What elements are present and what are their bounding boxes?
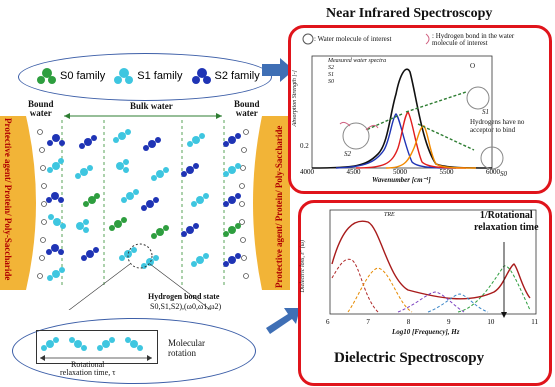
s1-molecule-icon [114, 68, 134, 84]
nir-legend-icons [302, 33, 430, 45]
nir-title: Near Infrared Spectroscopy [326, 6, 493, 21]
dielectric-x-ticks: 6 7 8 9 10 11 [326, 318, 538, 326]
dielectric-title: Dielectric Spectroscopy [334, 350, 485, 366]
dielectric-annotation: 1/Rotational relaxation time [474, 210, 539, 233]
nir-chart [311, 55, 504, 170]
nir-s2-label: S2 [344, 150, 351, 158]
nir-series-measured: Measured water spectra [328, 58, 387, 64]
rotation-ellipse [12, 318, 256, 384]
nir-note: Hydrogens have no acceptor to bind [470, 118, 525, 134]
s2-molecule-icon [191, 68, 211, 84]
nir-x-tick: 6000 [486, 168, 500, 176]
dielectric-x-tick: 11 [531, 318, 538, 326]
bulk-water-label: Bulk water [130, 101, 173, 111]
legend-s1-label: S1 family [137, 70, 183, 82]
nir-x-tick: 4000 [300, 168, 314, 176]
nir-y-tick: 0.2 [300, 142, 309, 150]
s0-molecule-icon [37, 68, 56, 84]
nir-x-tick: 5000 [393, 168, 407, 176]
legend-s2-label: S2 family [214, 70, 260, 82]
arrow-to-nir [262, 58, 294, 82]
legend-s0: S0 family [34, 66, 105, 86]
legend: S0 family S1 family S2 family [34, 66, 266, 86]
dielectric-x-tick: 6 [326, 318, 330, 326]
dielectric-y-axis-label: Dielectric loss, ε'' (ω) [300, 240, 306, 293]
nir-s1-label: S1 [482, 108, 489, 116]
nir-x-tick: 5500 [439, 168, 454, 176]
hbond-state-title: Hydrogen bond state [148, 292, 220, 301]
dielectric-x-tick: 8 [406, 318, 411, 326]
rotational-relaxation-label: Rotational relaxation time, τ [60, 360, 116, 377]
dielectric-total-label: TRE [384, 212, 395, 218]
nir-legend-hbond: : Hydrogen bond in the water molecule of… [432, 32, 515, 47]
hbond-state-formula: S0,S1,S2),(ω0,ω1,ω2) [150, 302, 222, 311]
nir-legend-water: : Water molecule of interest [314, 35, 392, 43]
nir-y-axis-label: Absorption Strength [-] [292, 70, 298, 127]
protective-label-right: Protective agent/ Protein/ Poly-Sacchari… [274, 125, 284, 288]
water-region [0, 113, 290, 310]
dielectric-panel [298, 200, 552, 386]
legend-s1: S1 family [111, 66, 183, 86]
rotating-molecules-icon [41, 337, 143, 351]
nir-x-ticks: 4000 4500 5000 5500 6000 [300, 168, 500, 176]
legend-s2: S2 family [189, 66, 260, 86]
nir-series-s0: S0 [328, 79, 334, 85]
nir-series-s1: S1 [328, 72, 334, 78]
protective-label-left: Protective agent/ Protein/ Poly-Sacchari… [3, 118, 13, 281]
dielectric-x-axis-label: Log10 [Frequency], Hz [392, 328, 460, 336]
nir-x-axis-label: Wavenumber [cm⁻¹] [372, 176, 431, 184]
molecular-rotation-label: Molecular rotation [168, 338, 205, 358]
arrow-to-dielectric [266, 308, 300, 334]
rotation-time-arrow [40, 355, 152, 361]
nir-s0-label: S0 [500, 170, 507, 178]
nir-atom-o-top: O [470, 62, 476, 70]
nir-series-s2: S2 [328, 65, 334, 71]
dielectric-x-tick: 7 [366, 318, 370, 326]
nir-x-tick: 4500 [346, 168, 361, 176]
legend-ellipse [18, 53, 272, 101]
dielectric-x-tick: 9 [447, 318, 451, 326]
dielectric-chart [329, 209, 537, 318]
bound-water-left-label: Bound water [28, 99, 54, 118]
nir-series-legend: Measured water spectra S2 S1 S0 [328, 58, 386, 86]
water-molecules [46, 129, 241, 281]
dielectric-x-tick: 10 [487, 318, 495, 326]
rotation-box [36, 330, 158, 364]
bound-water-right-label: Bound water [234, 99, 260, 118]
legend-s0-label: S0 family [60, 70, 106, 82]
